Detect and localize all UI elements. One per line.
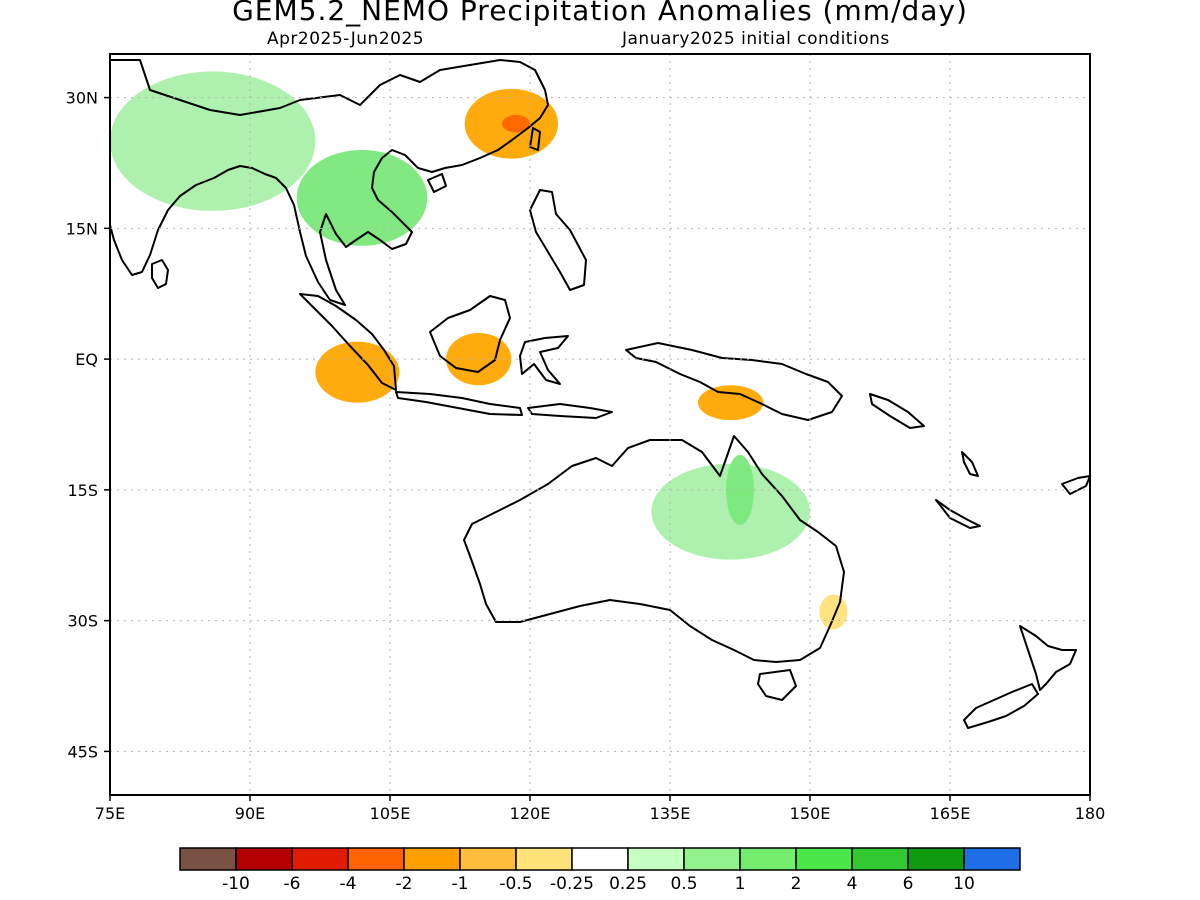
colorbar: -10 -6 -4 -2 -1 -0.5 -0.25 0.25 0.5 1 2 4 6 10 (179, 847, 1021, 894)
anomaly-region-1 (502, 115, 530, 133)
colorbar-swatch (347, 847, 405, 871)
colorbar-swatch (851, 847, 909, 871)
lon-tick-label: 75E (95, 804, 125, 823)
colorbar-swatch (291, 847, 349, 871)
lon-tick-label: 165E (930, 804, 971, 823)
anomaly-region-6 (296, 149, 428, 246)
colorbar-label: 1 (735, 874, 746, 894)
anomaly-region-7 (110, 71, 316, 211)
colorbar-label: -10 (222, 874, 250, 894)
lon-tick-label: 180 (1075, 804, 1106, 823)
colorbar-swatch (235, 847, 293, 871)
lon-tick-label: 120E (510, 804, 551, 823)
colorbar-label: 4 (847, 874, 858, 894)
anomaly-region-2 (446, 332, 512, 386)
colorbar-label: 2 (791, 874, 802, 894)
lat-tick-label: 15N (66, 219, 98, 238)
colorbar-swatch (459, 847, 517, 871)
colorbar-label: -0.25 (550, 874, 594, 894)
colorbar-label: -1 (452, 874, 469, 894)
colorbar-swatch (403, 847, 461, 871)
chart-title: GEM5.2_NEMO Precipitation Anomalies (mm/… (232, 0, 968, 27)
axis-labels: 75E 90E 105E 120E 135E 150E 165E 180 30N 15N EQ 15S… (66, 89, 1106, 823)
colorbar-label: 10 (953, 874, 975, 894)
initial-conditions: January2025 initial conditions (622, 29, 890, 49)
anomaly-region-5 (819, 594, 848, 630)
lon-tick-label: 90E (235, 804, 265, 823)
colorbar-label: -0.5 (499, 874, 532, 894)
colorbar-swatch (627, 847, 685, 871)
colorbar-label: 0.25 (609, 874, 647, 894)
colorbar-label: -6 (284, 874, 301, 894)
lat-tick-label: 30S (67, 612, 98, 631)
colorbar-swatch (571, 847, 629, 871)
lon-tick-label: 105E (370, 804, 411, 823)
anomaly-region-3 (315, 341, 400, 403)
colorbar-swatch (683, 847, 741, 871)
colorbar-label: -4 (340, 874, 357, 894)
forecast-period: Apr2025-Jun2025 (267, 29, 425, 49)
graticule (110, 54, 1090, 795)
lat-tick-label: 45S (67, 742, 98, 761)
colorbar-label: 0.5 (670, 874, 697, 894)
coastlines (110, 59, 1090, 729)
colorbar-swatch (515, 847, 573, 871)
anomaly-shading (110, 71, 848, 630)
lat-tick-label: EQ (75, 350, 98, 369)
lat-tick-label: 15S (67, 481, 98, 500)
lat-tick-label: 30N (66, 89, 98, 108)
colorbar-swatch (907, 847, 965, 871)
colorbar-swatch (795, 847, 853, 871)
colorbar-swatch (179, 847, 237, 871)
anomaly-region-4 (698, 385, 764, 421)
map-frame (109, 53, 1091, 796)
colorbar-swatch (739, 847, 797, 871)
lon-tick-label: 135E (650, 804, 691, 823)
colorbar-swatch (963, 847, 1021, 871)
lon-tick-label: 150E (790, 804, 831, 823)
colorbar-label: 6 (903, 874, 914, 894)
colorbar-label: -2 (396, 874, 413, 894)
